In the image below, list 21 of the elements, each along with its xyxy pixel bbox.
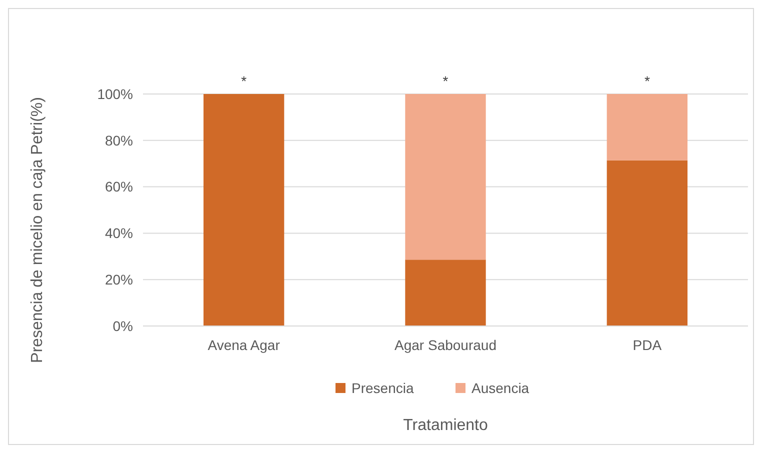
y-tick-label: 20% xyxy=(104,272,133,288)
annotation: * xyxy=(241,73,248,89)
legend-label: Presencia xyxy=(352,380,414,396)
legend-label: Ausencia xyxy=(472,380,530,396)
bar xyxy=(204,94,284,326)
x-tick-label: PDA xyxy=(632,337,662,353)
bar xyxy=(405,94,486,260)
x-tick-label: Agar Sabouraud xyxy=(394,337,496,353)
annotation: * xyxy=(442,73,449,89)
bar xyxy=(606,94,688,160)
y-tick-label: 0% xyxy=(112,318,133,334)
y-tick-label: 60% xyxy=(104,178,133,195)
y-tick-label: 40% xyxy=(104,225,133,242)
annotation: * xyxy=(644,73,650,89)
y-axis-title: Presencia de micelio en caja Petri(%) xyxy=(29,97,46,363)
x-axis-title: Tratamiento xyxy=(403,417,488,434)
bar xyxy=(606,160,688,326)
bar xyxy=(405,260,486,326)
y-tick-label: 80% xyxy=(104,132,133,148)
x-tick-label: Avena Agar xyxy=(208,337,280,353)
y-tick-label: 100% xyxy=(97,86,133,102)
